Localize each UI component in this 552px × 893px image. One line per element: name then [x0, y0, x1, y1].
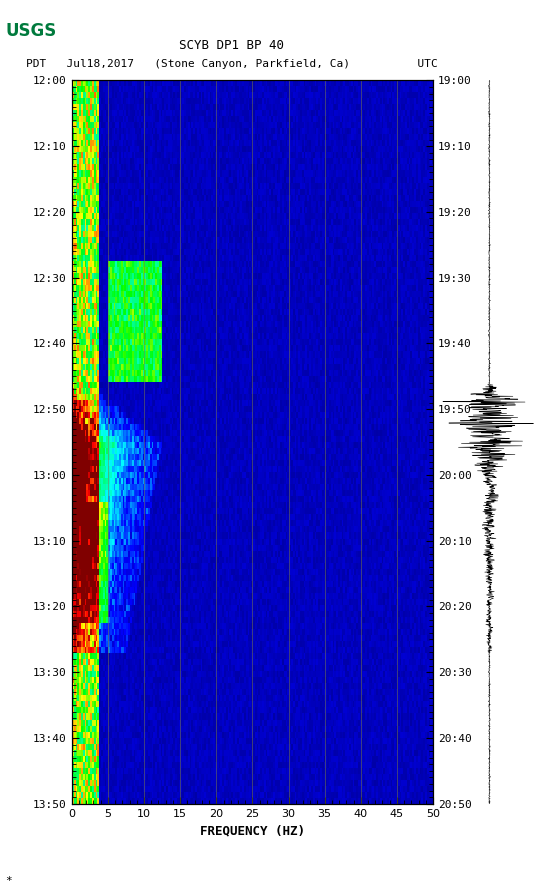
Text: SCYB DP1 BP 40: SCYB DP1 BP 40 — [179, 39, 284, 52]
Text: *: * — [6, 876, 12, 886]
Text: USGS: USGS — [6, 22, 57, 40]
Text: PDT   Jul18,2017   (Stone Canyon, Parkfield, Ca)          UTC: PDT Jul18,2017 (Stone Canyon, Parkfield,… — [26, 59, 438, 69]
X-axis label: FREQUENCY (HZ): FREQUENCY (HZ) — [200, 824, 305, 837]
